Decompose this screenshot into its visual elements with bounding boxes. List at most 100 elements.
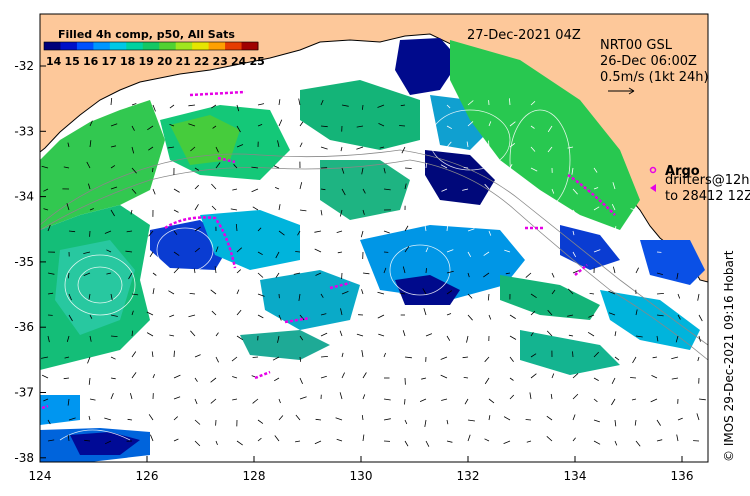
velocity-arrow	[125, 250, 133, 253]
velocity-arrow	[530, 167, 538, 172]
velocity-arrow	[593, 377, 599, 381]
velocity-arrow	[446, 335, 451, 341]
velocity-arrow	[503, 440, 511, 444]
velocity-arrow	[110, 293, 113, 301]
velocity-arrow	[509, 164, 513, 169]
velocity-arrow	[547, 309, 553, 316]
velocity-arrow	[650, 398, 658, 403]
velocity-arrow	[567, 314, 574, 317]
velocity-arrow	[275, 251, 280, 259]
velocity-arrow	[525, 272, 532, 278]
velocity-arrow	[147, 125, 154, 131]
velocity-arrow	[251, 166, 259, 169]
velocity-arrow	[293, 272, 301, 275]
velocity-arrow	[652, 356, 658, 359]
colorbar-swatch	[225, 42, 243, 50]
velocity-arrow	[66, 335, 70, 343]
velocity-arrow	[462, 356, 469, 359]
velocity-arrow	[676, 434, 679, 442]
velocity-arrow	[149, 251, 154, 258]
velocity-arrow	[440, 164, 448, 169]
velocity-arrow	[425, 247, 429, 253]
velocity-arrow	[425, 440, 430, 447]
velocity-arrow	[89, 208, 94, 211]
velocity-arrow	[320, 209, 323, 216]
bathymetry-lines	[40, 149, 708, 361]
velocity-arrow	[593, 229, 601, 232]
velocity-arrow	[551, 188, 555, 194]
velocity-arrow	[236, 440, 243, 446]
velocity-arrow	[84, 439, 91, 442]
velocity-arrow	[211, 205, 217, 211]
velocity-arrow	[236, 269, 241, 274]
velocity-arrow	[593, 440, 601, 445]
velocity-arrow	[503, 416, 511, 421]
velocity-arrow	[383, 188, 391, 191]
velocity-arrow	[299, 314, 305, 321]
colorbar-tick-label: 17	[102, 55, 117, 68]
velocity-arrow	[634, 419, 637, 426]
velocity-arrow	[589, 293, 595, 295]
velocity-arrow	[356, 125, 364, 128]
velocity-arrow	[68, 293, 72, 301]
velocity-arrow	[697, 356, 700, 362]
velocity-arrow	[440, 374, 448, 379]
velocity-arrow	[215, 356, 219, 363]
velocity-arrow	[383, 398, 391, 401]
velocity-arrow	[339, 330, 343, 337]
velocity-arrow	[188, 123, 196, 127]
velocity-arrow	[446, 313, 452, 316]
velocity-arrow	[361, 167, 364, 175]
velocity-arrow	[211, 183, 217, 190]
velocity-arrow	[148, 230, 154, 237]
velocity-arrow	[671, 356, 679, 360]
velocity-arrow	[211, 310, 217, 316]
colorbar-swatch	[241, 42, 259, 50]
velocity-arrow	[190, 330, 196, 337]
velocity-arrow	[298, 98, 301, 106]
velocity-arrow	[404, 398, 406, 405]
velocity-arrow	[525, 419, 532, 421]
velocity-arrow	[509, 377, 514, 381]
velocity-arrow	[462, 188, 469, 191]
velocity-arrow	[425, 333, 433, 337]
velocity-arrow	[66, 203, 70, 211]
velocity-arrow	[362, 272, 370, 275]
velocity-arrow	[110, 377, 116, 380]
velocity-arrow	[320, 188, 326, 191]
velocity-arrow	[173, 251, 180, 256]
velocity-arrow	[446, 290, 453, 295]
velocity-arrow	[529, 392, 532, 400]
velocity-arrow	[273, 377, 280, 382]
velocity-arrow	[463, 167, 469, 169]
velocity-arrow	[88, 183, 91, 190]
velocity-arrow	[530, 146, 536, 152]
velocity-arrow	[251, 188, 259, 193]
velocity-arrow	[466, 335, 469, 343]
velocity-arrow	[215, 162, 221, 169]
velocity-arrow	[656, 439, 663, 442]
argo-label: Argo	[665, 164, 700, 179]
velocity-arrow	[424, 419, 427, 427]
velocity-arrow	[131, 372, 137, 379]
velocity-arrow	[425, 146, 431, 151]
velocity-arrow	[593, 206, 600, 211]
colorbar-swatch	[44, 42, 61, 50]
velocity-arrow	[635, 335, 643, 338]
velocity-arrow	[484, 356, 490, 363]
velocity-arrow	[419, 206, 427, 211]
velocity-arrow	[68, 314, 73, 322]
velocity-arrow	[504, 230, 511, 236]
velocity-arrow	[401, 146, 406, 154]
velocity-arrow	[278, 230, 285, 236]
drifter-track	[284, 316, 311, 324]
velocity-arrow	[336, 230, 343, 233]
velocity-arrow	[568, 334, 574, 337]
velocity-arrow	[257, 124, 263, 127]
velocity-arrow	[567, 146, 574, 149]
velocity-arrow	[194, 440, 201, 447]
colorbar-swatch	[76, 42, 94, 50]
velocity-arrow	[551, 272, 555, 278]
velocity-arrow	[86, 161, 91, 169]
velocity-arrow	[671, 377, 679, 380]
